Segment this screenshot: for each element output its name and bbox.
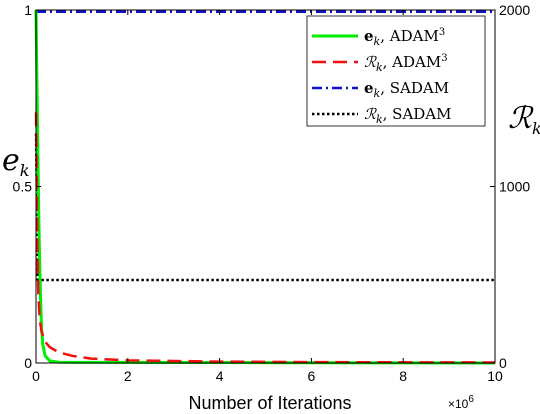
legend-label-main: e <box>364 79 374 97</box>
right-y-tick-label: 2000 <box>499 2 530 18</box>
x-axis-exponent: ×106 <box>448 394 474 411</box>
left-y-tick-label: 0 <box>24 355 32 371</box>
legend-label-main: ℛ <box>364 105 377 123</box>
left-y-tick-label: 1 <box>24 2 32 18</box>
right-y-axis-label: ℛk <box>508 101 540 138</box>
left-y-label-sub: k <box>20 161 30 180</box>
legend-label: ek, ADAM3 <box>364 27 445 48</box>
legend-label-sub: k <box>376 113 383 126</box>
right-y-tick-label: 1000 <box>499 179 530 195</box>
right-y-axis: 0 1000 2000 <box>490 2 530 371</box>
x-tick-label: 10 <box>487 368 503 384</box>
series-line <box>34 9 496 365</box>
series-line <box>34 112 496 364</box>
x-tick-label: 2 <box>124 368 132 384</box>
left-y-axis: 00.51 <box>13 2 41 371</box>
legend-label: ℛk, SADAM <box>364 105 452 126</box>
left-y-label-main: e <box>2 143 20 178</box>
x-tick-label: 6 <box>308 368 316 384</box>
x-exponent-base: ×10 <box>448 397 469 411</box>
x-exponent-power: 6 <box>468 394 474 405</box>
legend-label-rest: , SADAM <box>383 105 452 123</box>
legend-label-sub: k <box>376 61 383 74</box>
legend-label-rest: , ADAM <box>380 27 439 45</box>
right-y-label-sub: k <box>532 119 540 138</box>
right-y-label-main: ℛ <box>508 101 534 136</box>
legend-label: ℛk, ADAM3 <box>364 53 448 74</box>
right-y-tick-label: 0 <box>499 355 507 371</box>
x-axis-label: Number of Iterations <box>188 393 351 413</box>
legend-label-sup: 3 <box>439 27 445 38</box>
x-tick-label: 0 <box>32 368 40 384</box>
legend-label-sub: k <box>374 35 381 48</box>
legend-label-rest: , SADAM <box>380 79 449 97</box>
x-axis: 0 2 4 6 8 10 <box>32 10 503 384</box>
left-y-tick-label: 0.5 <box>13 179 33 195</box>
legend-label-main: e <box>364 27 374 45</box>
legend-label-sub: k <box>374 87 381 100</box>
legend-label: ek, SADAM <box>364 79 449 100</box>
x-tick-label: 8 <box>399 368 407 384</box>
left-y-axis-label: ek <box>2 143 29 180</box>
x-tick-label: 4 <box>216 368 224 384</box>
legend-box <box>306 15 486 127</box>
legend-label-main: ℛ <box>364 53 377 71</box>
legend-label-sup: 3 <box>441 53 447 64</box>
legend-label-rest: , ADAM <box>383 53 442 71</box>
